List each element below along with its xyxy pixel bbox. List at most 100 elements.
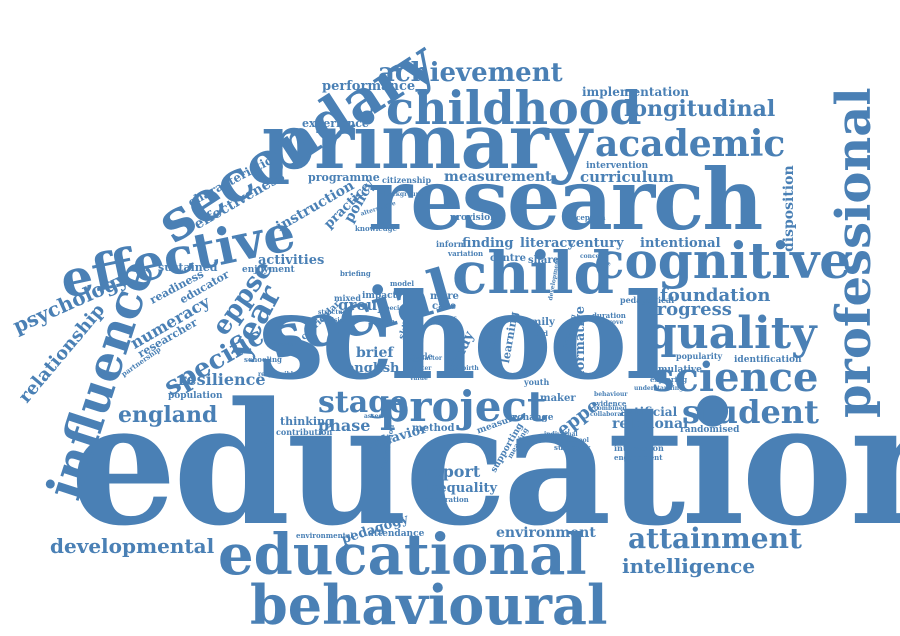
word-more: more: [430, 291, 459, 302]
word-variation: variation: [448, 249, 484, 258]
word-education: education: [70, 365, 900, 563]
word-responsible: responsible: [258, 371, 297, 378]
word-brief: brief: [356, 345, 394, 361]
word-measurement: measurement: [444, 169, 552, 185]
word-centre: centre: [490, 253, 526, 264]
word-exchange: exchange: [506, 413, 554, 423]
word-reception: reception: [568, 213, 606, 222]
word-artificial: artificial: [620, 405, 678, 419]
word-english: english: [346, 361, 400, 376]
word-population: population: [168, 391, 223, 401]
word-developmental: developmental: [50, 534, 215, 558]
word-understanding: understanding: [634, 385, 684, 392]
word-provision: provision: [450, 213, 497, 223]
word-programme: programme: [308, 171, 380, 184]
word-math: math: [404, 357, 422, 364]
word-combined: combined: [594, 405, 627, 412]
word-cluster: cluster: [408, 365, 432, 372]
word-attendance: attendance: [368, 529, 425, 539]
word-environmental: environmental: [296, 531, 354, 540]
word-resilience: resilience: [178, 370, 266, 389]
word-popularity: popularity: [676, 351, 723, 361]
word-intentional: intentional: [640, 236, 721, 251]
word-performance: performance: [322, 79, 416, 94]
word-self: self: [442, 315, 457, 324]
word-activities: activities: [258, 253, 325, 268]
word-maker: maker: [540, 393, 576, 404]
word-assess: assess: [364, 413, 386, 420]
word-child: child: [452, 239, 615, 307]
word-family: family: [520, 317, 555, 328]
word-range: range: [372, 317, 395, 326]
word-important: important: [268, 341, 302, 348]
word-longitudinal: longitudinal: [624, 96, 776, 122]
word-student: student: [682, 393, 819, 431]
word-thinking: thinking: [280, 415, 333, 428]
word-young: young: [254, 395, 273, 450]
word-summary: summary: [554, 443, 591, 452]
word-enjoyment: enjoyment: [242, 265, 295, 275]
word-exploration: exploration: [424, 495, 469, 504]
word-stage: stage: [318, 385, 409, 420]
word-achievement: achievement: [378, 58, 563, 88]
word-exploring: exploring: [650, 375, 688, 384]
word-childhood: childhood: [386, 81, 642, 135]
word-attainment: attainment: [628, 522, 802, 555]
word-school: school: [258, 267, 669, 406]
word-academic: academic: [595, 123, 786, 165]
word-collaborative: collaborative: [590, 411, 634, 418]
word-decision: decision: [320, 317, 348, 324]
word-implementation: implementation: [582, 85, 690, 99]
word-literacy: literacy: [520, 236, 575, 251]
word-disposition: disposition: [781, 165, 797, 252]
word-improve: improve: [596, 319, 624, 326]
word-youth: youth: [524, 377, 550, 387]
word-structure: structure: [318, 309, 350, 316]
word-behaviour: behaviour: [594, 391, 628, 398]
word-intervention: intervention: [586, 161, 649, 171]
word-randomised: randomised: [680, 425, 740, 435]
word-sustained: sustained: [158, 261, 218, 274]
word-mixed: mixed: [334, 293, 361, 303]
word-birth: birth: [462, 365, 479, 372]
word-environment: environment: [496, 525, 596, 541]
word-citizenship: citizenship: [382, 175, 432, 185]
word-schooling: schooling: [244, 355, 282, 364]
word-model: model: [390, 279, 415, 288]
word-concept: concept: [580, 253, 607, 260]
word-special: special: [382, 305, 406, 312]
word-project: project: [380, 382, 547, 431]
word-behavioural: behavioural: [250, 573, 608, 636]
word-inequality: inequality: [424, 481, 498, 496]
word-knowledge: knowledge: [355, 224, 397, 233]
word-cognitive: cognitive: [594, 231, 852, 290]
word-shared: shared: [528, 255, 567, 266]
word-contribution: contribution: [276, 427, 333, 437]
word-finding: finding: [462, 236, 514, 251]
word-experience: experience: [302, 117, 369, 130]
word-engagement: engagement: [614, 453, 663, 462]
word-scale: scale: [410, 351, 433, 361]
word-professional: professional: [826, 87, 882, 418]
word-identification: identification: [734, 355, 802, 365]
word-relational: relational: [612, 416, 689, 432]
word-preschool: preschool: [556, 437, 589, 444]
word-care: care: [432, 301, 457, 312]
word-individual: individual: [544, 431, 578, 438]
word-foundation: foundation: [660, 285, 771, 306]
word-briefing: briefing: [340, 269, 371, 278]
word-report: report: [424, 462, 481, 481]
word-cumulative: cumulative: [646, 365, 702, 375]
word-england: england: [118, 402, 218, 428]
word-century: century: [568, 236, 624, 251]
word-evidence: evidence: [592, 399, 627, 408]
word-method: method: [412, 423, 455, 434]
word-nichd: nichd: [526, 329, 548, 338]
word-quality: quality: [646, 308, 817, 359]
word-factor: factor: [422, 355, 443, 362]
word-background: background: [384, 191, 425, 198]
word-interaction: interaction: [614, 443, 664, 453]
word-inform: inform: [436, 239, 467, 249]
word-progress: progress: [644, 299, 732, 320]
